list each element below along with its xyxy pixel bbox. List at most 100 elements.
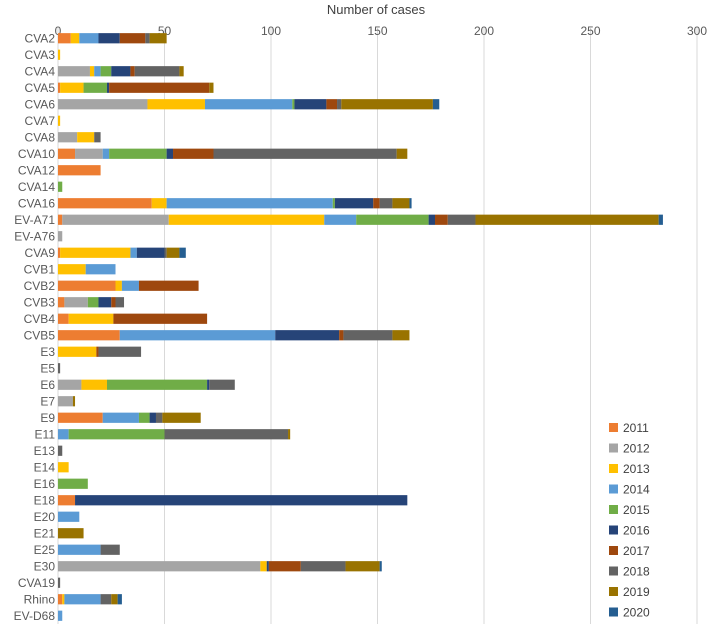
bar-cva6-2019 <box>341 99 433 110</box>
y-category-label-ev-a71: EV-A71 <box>14 213 55 227</box>
y-category-label-e6: E6 <box>40 378 55 392</box>
y-category-label-cvb1: CVB1 <box>24 262 56 276</box>
bar-e30-2017 <box>268 561 301 572</box>
bar-cvb2-2011 <box>58 280 116 291</box>
y-category-label-cva14: CVA14 <box>18 180 55 194</box>
y-category-label-cva3: CVA3 <box>25 48 56 62</box>
legend-label-2017: 2017 <box>623 544 650 558</box>
bar-cvb5-2014 <box>119 330 276 341</box>
y-category-label-cva8: CVA8 <box>25 130 56 144</box>
bar-e30-2016 <box>266 561 269 572</box>
bar-e30-2012 <box>58 561 261 572</box>
bar-e9-2016 <box>149 412 156 423</box>
bar-cva9-2018 <box>164 247 167 258</box>
y-category-label-cva2: CVA2 <box>25 31 56 45</box>
bar-ev-a71-2012 <box>62 214 169 225</box>
bar-e9-2014 <box>102 412 139 423</box>
bar-cva2-2019 <box>149 33 167 44</box>
y-category-label-cva4: CVA4 <box>25 64 56 78</box>
bar-cvb5-2019 <box>392 330 410 341</box>
bar-cva2-2016 <box>98 33 120 44</box>
bar-cva2-2014 <box>79 33 99 44</box>
bar-cvb2-2014 <box>121 280 139 291</box>
bar-cvb5-2017 <box>339 330 344 341</box>
y-category-label-e18: E18 <box>34 493 56 507</box>
bar-rhino-2020 <box>117 594 122 605</box>
bar-cva9-2019 <box>166 247 180 258</box>
legend-swatch-2013 <box>609 464 618 473</box>
bar-e9-2011 <box>58 412 103 423</box>
bar-cva5-2019 <box>209 82 214 93</box>
bar-ev-a76-2012 <box>58 231 63 242</box>
bar-cva16-2018 <box>379 198 393 209</box>
legend-label-2015: 2015 <box>623 503 650 517</box>
bar-e6-2012 <box>58 379 82 390</box>
legend-label-2016: 2016 <box>623 524 650 538</box>
y-category-label-ev-a76: EV-A76 <box>14 229 55 243</box>
bar-cva16-2019 <box>392 198 410 209</box>
bar-e3-2017 <box>96 346 99 357</box>
bar-cva5-2017 <box>109 82 210 93</box>
bar-cvb4-2017 <box>113 313 208 324</box>
bar-e14-2013 <box>58 462 69 473</box>
bar-e13-2018 <box>58 445 63 456</box>
y-category-label-e14: E14 <box>34 460 56 474</box>
y-category-label-cva7: CVA7 <box>25 114 56 128</box>
bar-cva4-2013 <box>89 66 95 77</box>
bar-e11-2014 <box>58 429 69 440</box>
bar-cvb5-2011 <box>58 330 120 341</box>
bar-cva4-2016 <box>111 66 131 77</box>
bar-e30-2020 <box>379 561 382 572</box>
bar-e25-2018 <box>100 544 120 555</box>
legend-swatch-2017 <box>609 546 618 555</box>
y-category-label-e30: E30 <box>34 559 56 573</box>
bar-cva9-2013 <box>60 247 131 258</box>
y-category-label-e25: E25 <box>34 543 56 557</box>
y-category-label-e20: E20 <box>34 510 56 524</box>
bar-cvb5-2016 <box>275 330 340 341</box>
bar-e11-2015 <box>68 429 165 440</box>
x-tick-labels: 0 50 100 150 200 250 300 <box>55 24 708 38</box>
bar-cvb4-2013 <box>68 313 114 324</box>
bar-e6-2018 <box>209 379 235 390</box>
bar-ev-a71-2020 <box>658 214 663 225</box>
bar-cvb5-2018 <box>343 330 393 341</box>
bar-cva19-2018 <box>58 577 61 588</box>
bar-cva9-2016 <box>136 247 165 258</box>
y-category-label-cva12: CVA12 <box>18 163 55 177</box>
bar-e6-2016 <box>207 379 210 390</box>
bar-cva10-2016 <box>166 148 174 159</box>
bar-e9-2018 <box>155 412 163 423</box>
x-tick-label-250: 250 <box>580 24 600 38</box>
bar-cvb3-2015 <box>87 297 99 308</box>
bar-cva10-2019 <box>396 148 408 159</box>
bar-ev-a71-2017 <box>435 214 448 225</box>
bar-cva9-2014 <box>130 247 137 258</box>
bar-cva6-2018 <box>337 99 342 110</box>
x-tick-label-100: 100 <box>261 24 281 38</box>
y-category-label-cvb3: CVB3 <box>24 295 56 309</box>
bar-e18-2011 <box>58 495 76 506</box>
legend-label-2012: 2012 <box>623 442 650 456</box>
bar-cva4-2014 <box>94 66 101 77</box>
bar-e16-2015 <box>58 478 88 489</box>
y-category-label-e13: E13 <box>34 444 56 458</box>
bar-cva16-2011 <box>58 198 152 209</box>
bar-cva10-2017 <box>173 148 214 159</box>
bar-cva10-2014 <box>102 148 110 159</box>
y-category-label-cva19: CVA19 <box>18 576 55 590</box>
bar-e5-2018 <box>58 363 61 374</box>
bar-e7-2012 <box>58 396 73 407</box>
bar-e6-2013 <box>81 379 107 390</box>
bar-cvb3-2011 <box>58 297 65 308</box>
bar-e11-2019 <box>288 429 291 440</box>
bar-cva8-2012 <box>58 132 78 143</box>
bar-cva3-2013 <box>58 49 61 60</box>
bar-cva4-2018 <box>134 66 180 77</box>
legend-swatch-2018 <box>609 566 618 576</box>
bar-ev-a71-2016 <box>428 214 436 225</box>
bars <box>58 33 663 621</box>
y-category-label-e7: E7 <box>40 394 55 408</box>
bar-cva16-2015 <box>332 198 335 209</box>
y-category-label-cvb2: CVB2 <box>24 279 56 293</box>
